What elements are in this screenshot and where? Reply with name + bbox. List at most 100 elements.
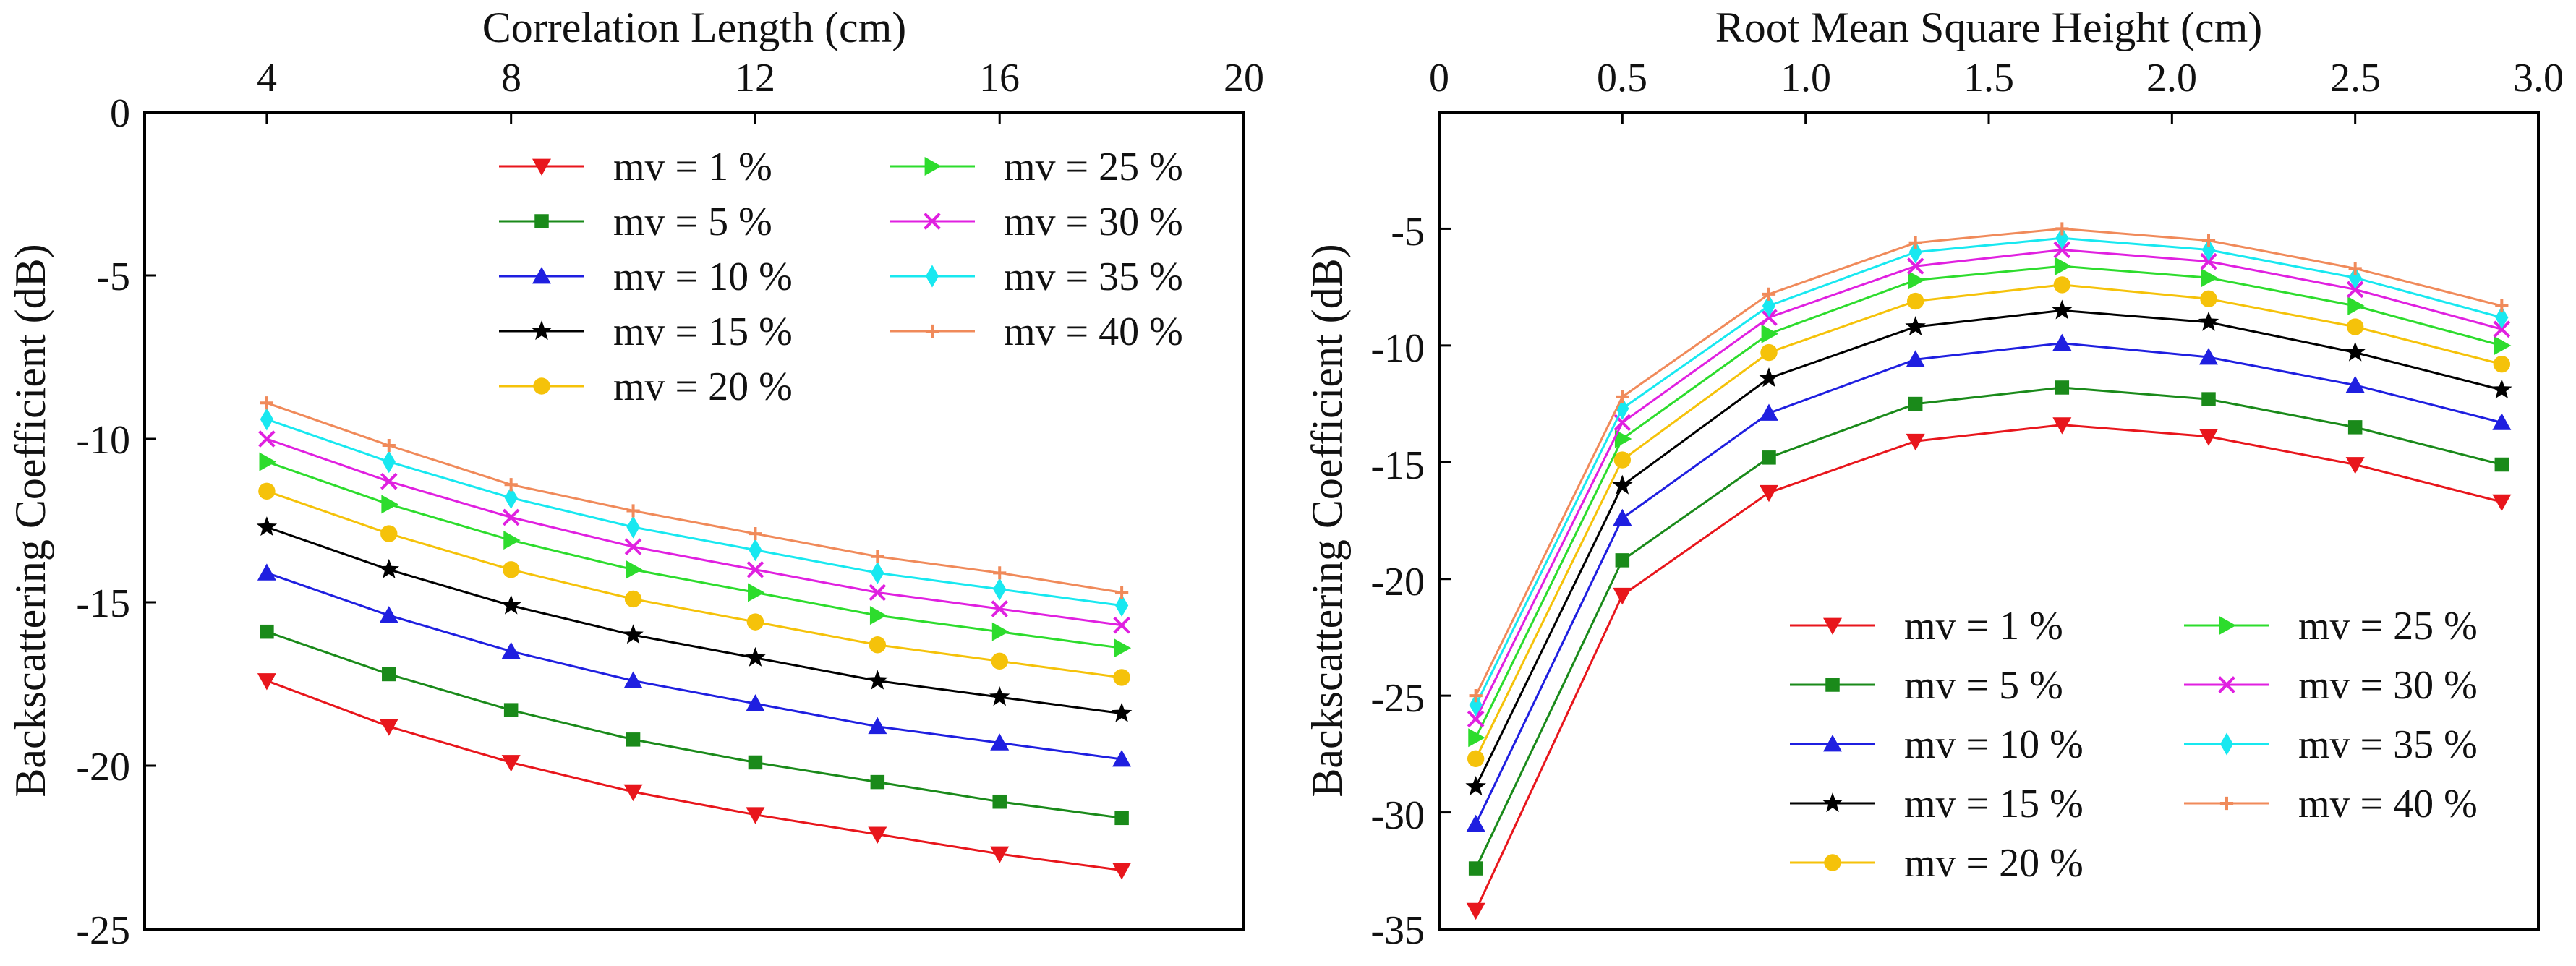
chart-left-frame	[143, 111, 1245, 931]
data-point	[871, 561, 884, 584]
legend-marker	[1825, 678, 1840, 692]
data-point	[503, 531, 521, 550]
x-tick-label: 0.5	[1597, 56, 1647, 101]
data-point	[2198, 311, 2219, 331]
data-point	[623, 671, 643, 688]
data-point	[256, 516, 278, 537]
legend-item: mv = 10 %	[499, 255, 793, 299]
y-tick-label: -20	[76, 745, 130, 790]
data-point	[2345, 457, 2365, 474]
data-point	[746, 613, 764, 631]
data-point	[1112, 749, 1132, 767]
legend-marker	[534, 214, 549, 228]
series-40-pct	[260, 396, 1129, 599]
data-point	[2348, 262, 2362, 275]
series-line	[1475, 265, 2502, 738]
chart-right-xlabel: Root Mean Square Height (cm)	[1715, 4, 2262, 51]
data-point	[991, 652, 1008, 670]
legend-marker	[1822, 792, 1843, 813]
data-point	[1906, 350, 1925, 367]
data-point	[1760, 403, 1778, 421]
data-point	[2200, 252, 2217, 270]
legend-marker	[2219, 732, 2234, 756]
data-point	[1613, 508, 1632, 526]
data-point	[1758, 367, 1780, 388]
chart-right-series	[1438, 112, 2540, 931]
data-point	[2055, 226, 2069, 249]
data-point	[2494, 335, 2512, 355]
legend-label: mv = 10 %	[613, 255, 793, 299]
data-point	[1908, 241, 1922, 264]
data-point	[1616, 390, 1629, 403]
data-point	[1908, 236, 1922, 249]
legend-marker	[1823, 735, 1842, 752]
data-point	[1468, 728, 1485, 748]
series-line	[266, 490, 1122, 679]
data-point	[1906, 433, 1925, 451]
data-point	[992, 794, 1007, 809]
data-point	[626, 516, 640, 539]
data-point	[2491, 379, 2512, 399]
y-tick-label: -25	[76, 908, 130, 953]
data-point	[380, 525, 398, 542]
series-1-pct	[1466, 417, 2512, 920]
data-point	[501, 755, 521, 772]
data-point	[2495, 306, 2509, 329]
x-tick-label: 0	[1429, 56, 1449, 101]
chart-left-xlabel: Correlation Length (cm)	[482, 4, 906, 51]
y-tick-label: -10	[1370, 326, 1425, 371]
data-point	[745, 646, 766, 667]
data-point	[2347, 296, 2365, 315]
data-point	[748, 583, 765, 602]
legend-item: mv = 5 %	[1790, 663, 2063, 708]
data-point	[1466, 814, 1485, 832]
data-point	[501, 641, 521, 659]
data-point	[624, 590, 642, 608]
series-40-pct	[1469, 222, 2509, 703]
legend-label: mv = 35 %	[1004, 255, 1183, 299]
chart-left: Correlation Length (cm) Backscattering C…	[7, 4, 1264, 953]
legend-marker	[532, 267, 551, 284]
series-line	[1475, 386, 2502, 869]
x-tick-label: 4	[257, 56, 277, 101]
data-point	[1760, 343, 1778, 362]
data-point	[1112, 863, 1132, 880]
data-point	[1905, 316, 1926, 336]
data-point	[1908, 270, 1925, 290]
data-point	[990, 733, 1010, 751]
legend-item: mv = 30 %	[890, 200, 1183, 244]
chart-left-tickmarks	[145, 111, 1245, 931]
data-point	[259, 452, 276, 471]
y-tick-label: -15	[76, 581, 130, 626]
data-point	[869, 636, 887, 654]
data-point	[2052, 333, 2072, 351]
data-point	[2201, 238, 2216, 262]
data-point	[500, 594, 521, 615]
data-point	[260, 624, 274, 639]
series-25-pct	[1468, 257, 2512, 748]
data-point	[2052, 417, 2072, 435]
chart-right: Root Mean Square Height (cm) Backscatter…	[1303, 4, 2564, 953]
legend-item: mv = 40 %	[890, 309, 1183, 354]
series-35-pct	[260, 408, 1129, 617]
data-point	[2492, 494, 2512, 512]
series-line	[1475, 236, 2502, 706]
data-point	[1614, 429, 1632, 448]
legend-item: mv = 1 %	[1790, 604, 2063, 649]
legend-marker	[1823, 617, 1842, 635]
data-point	[2053, 276, 2071, 294]
legend-marker	[531, 320, 553, 341]
series-line	[1475, 283, 2502, 759]
data-point	[2346, 318, 2364, 335]
legend-label: mv = 35 %	[2298, 722, 2478, 767]
y-tick-label: -5	[96, 255, 130, 299]
data-point	[1613, 451, 1632, 469]
series-20-pct	[258, 482, 1130, 686]
data-point	[504, 478, 518, 492]
data-point	[2054, 257, 2072, 276]
data-point	[1760, 309, 1778, 326]
series-10-pct	[1466, 333, 2512, 832]
data-point	[869, 606, 887, 625]
data-point	[993, 578, 1007, 601]
data-point	[1762, 294, 1776, 317]
